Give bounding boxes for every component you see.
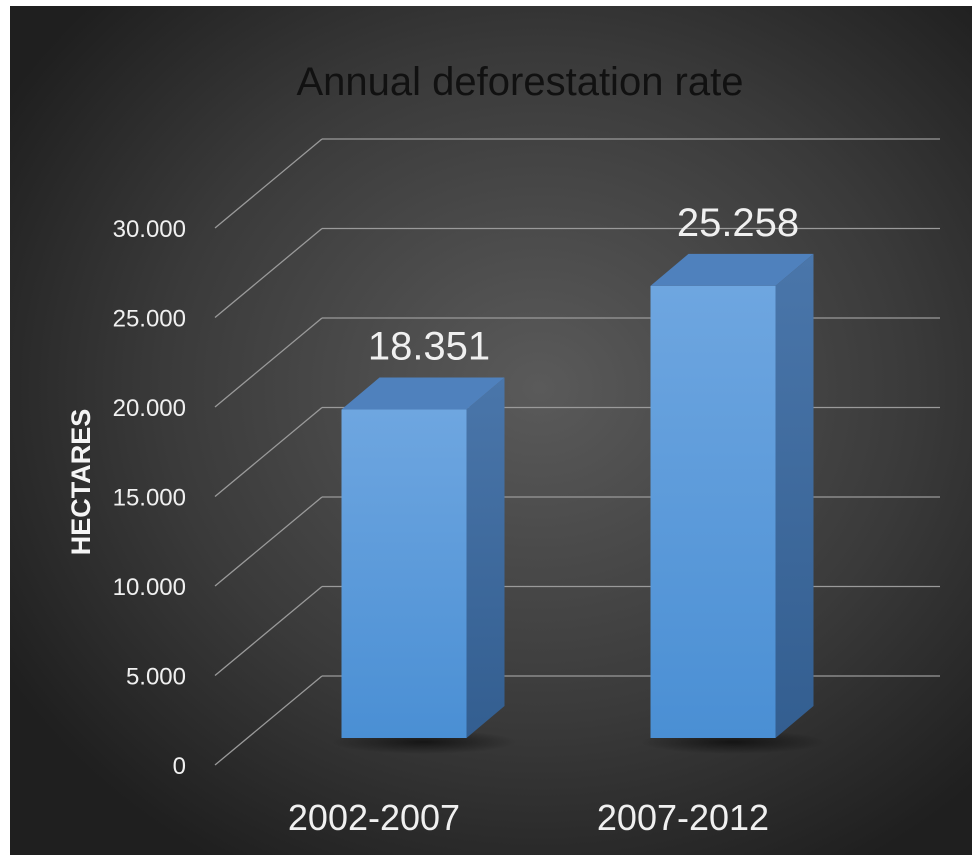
chart-title: Annual deforestation rate [297,60,744,104]
bar-side [775,253,814,738]
bar-top [341,377,505,410]
y-tick-label: 10.000 [113,574,186,601]
gridline-diagonal [214,407,323,497]
gridline-diagonal [214,675,323,766]
y-tick-label: 30.000 [113,216,186,243]
y-tick-label: 0 [173,753,186,780]
gridline-diagonal [214,317,323,408]
bar-side [466,377,505,738]
bars [331,253,826,754]
y-tick-label: 25.000 [113,306,186,333]
bar-value-label: 25.258 [677,201,799,245]
y-axis-ticks: 0 5.000 10.000 15.000 20.000 25.000 30.000 [113,216,186,780]
bar [341,409,467,738]
bar-value-label: 18.351 [368,325,490,369]
gridline-diagonal [214,138,323,229]
y-tick-label: 15.000 [113,485,186,512]
bar-top [650,253,814,286]
bar [650,285,776,738]
x-tick-label: 2002-2007 [288,797,460,838]
y-tick-label: 5.000 [126,664,186,691]
gridline-diagonal [214,586,323,676]
x-axis-ticks: 2002-2007 2007-2012 [288,797,769,838]
x-tick-label: 2007-2012 [597,797,769,838]
y-axis-label: HECTARES [66,409,96,556]
data-labels: 18.351 25.258 [368,201,799,369]
y-tick-label: 20.000 [113,395,186,422]
gridline-diagonal [214,228,323,318]
gridline-diagonal [214,496,323,587]
